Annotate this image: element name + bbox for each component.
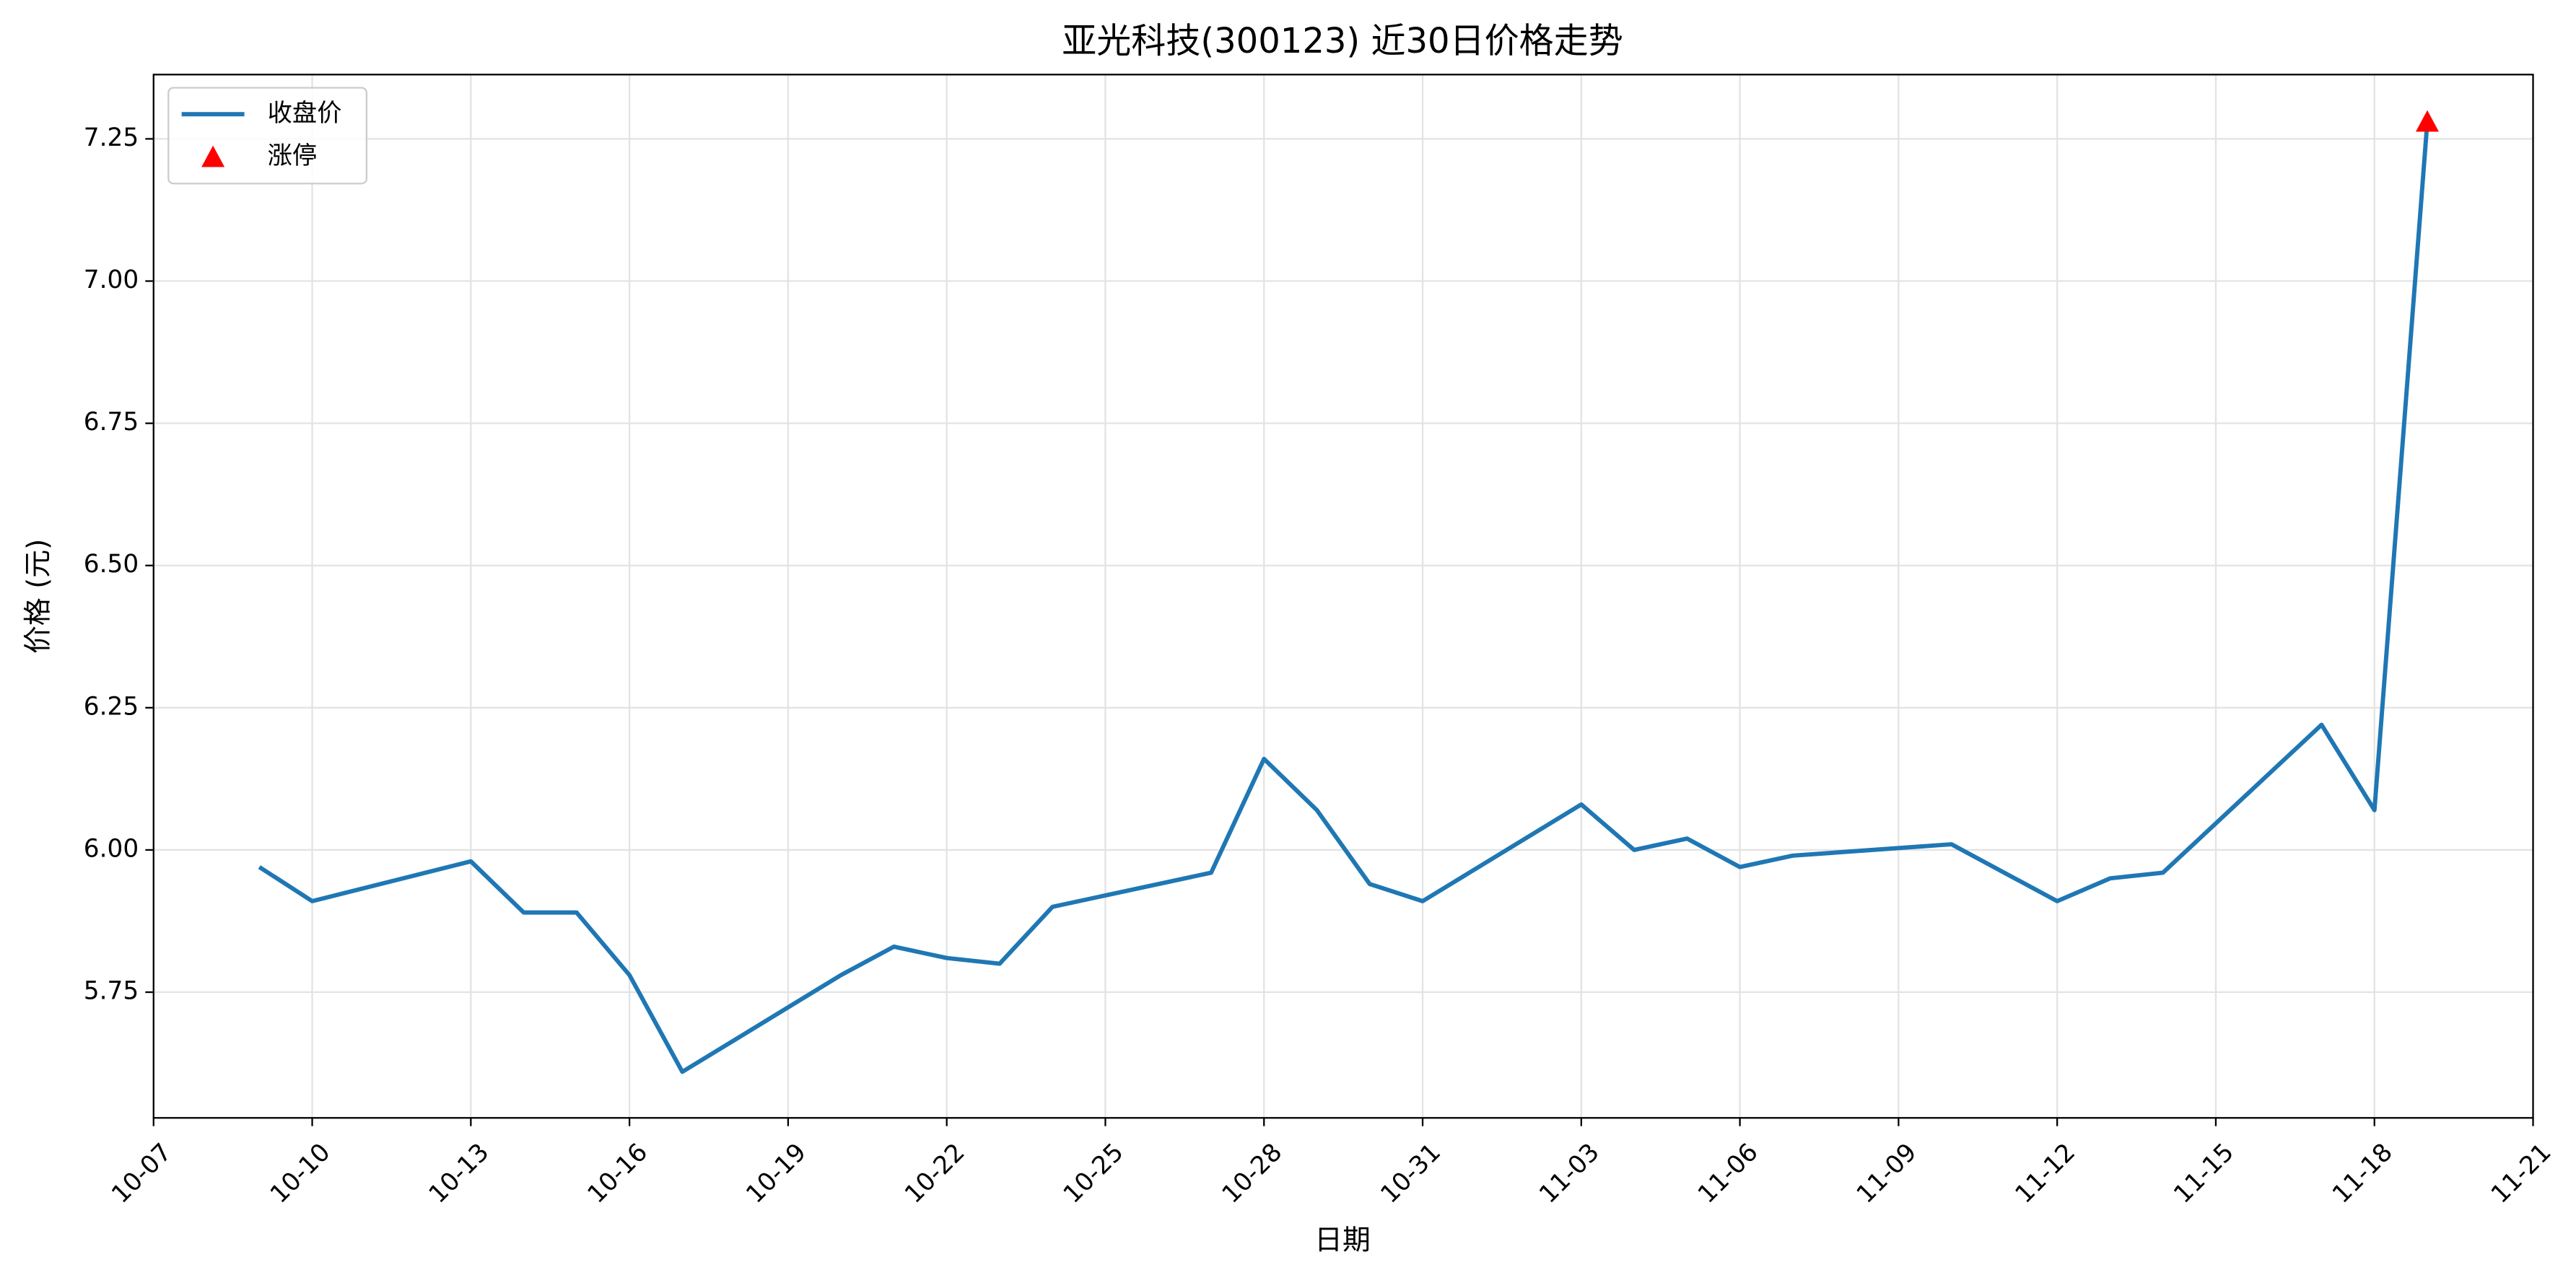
x-tick-label: 10-10 — [265, 1138, 336, 1209]
x-tick-label: 10-31 — [1375, 1138, 1446, 1209]
plot-frame — [152, 74, 2534, 1119]
y-tick-label: 7.25 — [84, 123, 139, 152]
y-tick-label: 6.00 — [84, 834, 139, 863]
x-tick-label: 10-28 — [1217, 1138, 1288, 1209]
x-tick-label: 10-13 — [424, 1138, 495, 1209]
x-tick-label: 11-06 — [1693, 1138, 1764, 1209]
x-axis-label: 日期 — [1314, 1224, 1371, 1256]
legend-label: 涨停 — [268, 141, 318, 170]
y-tick-label: 6.25 — [84, 692, 139, 721]
x-tick-label: 11-03 — [1534, 1138, 1605, 1209]
y-axis-label: 价格 (元) — [22, 539, 54, 654]
price-line — [258, 121, 2429, 1074]
legend-label: 收盘价 — [268, 99, 342, 128]
y-tick-label: 7.00 — [84, 266, 139, 294]
legend-marker — [201, 145, 225, 167]
x-tick-label: 11-09 — [1851, 1138, 1923, 1209]
chart-title: 亚光科技(300123) 近30日价格走势 — [1062, 21, 1623, 61]
x-tick-label: 11-21 — [2486, 1138, 2557, 1209]
limit-up-marker — [2415, 110, 2440, 132]
x-tick-label: 10-07 — [106, 1138, 178, 1209]
y-tick-label: 6.50 — [84, 550, 139, 579]
x-tick-label: 11-15 — [2168, 1138, 2240, 1209]
y-tick-label: 5.75 — [84, 977, 139, 1006]
y-tick-label: 6.75 — [84, 408, 139, 437]
x-tick-label: 11-18 — [2327, 1138, 2398, 1209]
x-tick-label: 10-22 — [899, 1138, 971, 1209]
x-tick-label: 10-25 — [1058, 1138, 1130, 1209]
x-tick-label: 10-16 — [582, 1138, 653, 1209]
x-tick-label: 11-12 — [2009, 1138, 2081, 1209]
x-tick-label: 10-19 — [741, 1138, 812, 1209]
